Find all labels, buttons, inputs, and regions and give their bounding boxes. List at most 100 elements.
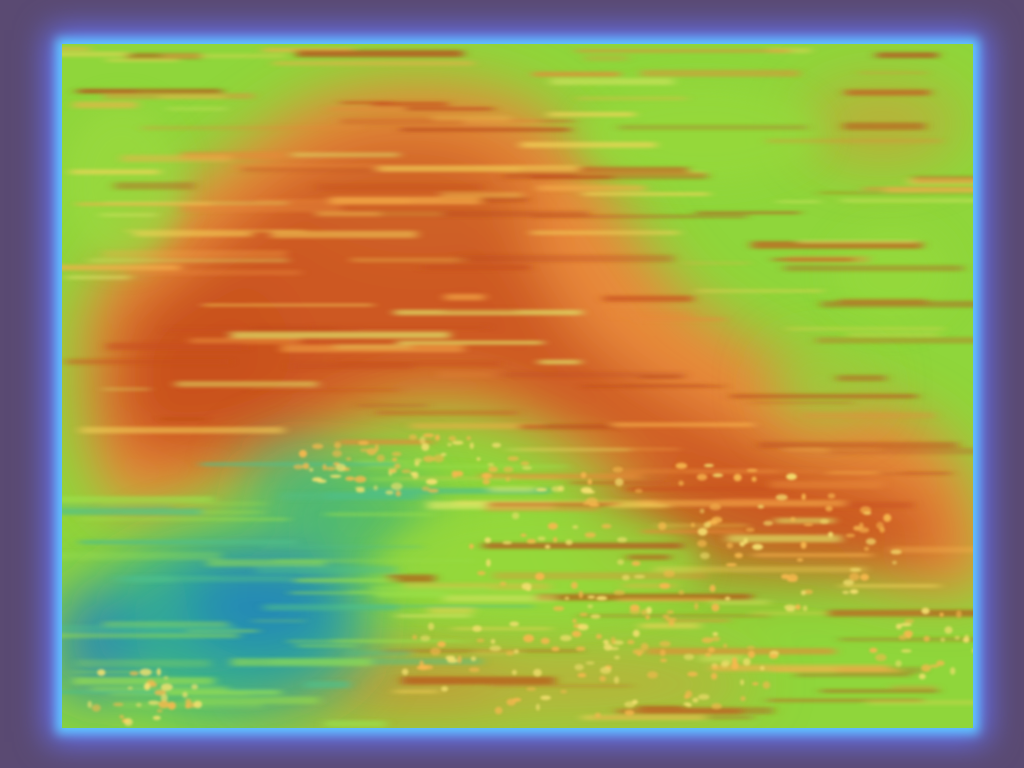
speckle bbox=[768, 653, 779, 659]
streak bbox=[474, 649, 521, 655]
streak bbox=[270, 658, 483, 665]
speckle bbox=[317, 479, 327, 484]
speckle bbox=[762, 681, 771, 689]
speckle bbox=[139, 668, 152, 676]
speckle bbox=[710, 672, 718, 680]
streak bbox=[482, 542, 683, 549]
streak bbox=[62, 47, 90, 51]
speckle bbox=[616, 537, 628, 543]
speckle bbox=[879, 526, 885, 533]
streak bbox=[230, 331, 450, 339]
speckle bbox=[646, 606, 652, 614]
speckle bbox=[329, 474, 342, 478]
speckle bbox=[971, 648, 973, 653]
speckle bbox=[801, 493, 806, 501]
streak bbox=[582, 715, 706, 720]
speckle bbox=[757, 504, 764, 509]
speckle bbox=[585, 661, 595, 665]
streak bbox=[369, 477, 514, 482]
speckle bbox=[544, 544, 551, 549]
streak bbox=[110, 692, 249, 696]
streak bbox=[441, 196, 528, 202]
streak bbox=[575, 49, 791, 53]
speckle bbox=[425, 478, 438, 485]
speckle bbox=[627, 639, 635, 645]
speckle bbox=[697, 539, 707, 548]
speckle bbox=[865, 538, 876, 545]
streak bbox=[74, 89, 137, 94]
streak bbox=[710, 599, 770, 605]
speckle bbox=[533, 668, 542, 677]
speckle bbox=[864, 546, 870, 551]
speckle bbox=[795, 604, 801, 610]
streak bbox=[452, 627, 552, 630]
speckle bbox=[564, 596, 570, 601]
speckle bbox=[895, 623, 902, 630]
streak bbox=[438, 370, 503, 378]
speckle bbox=[785, 608, 796, 612]
speckle bbox=[440, 452, 447, 457]
speckle bbox=[701, 637, 714, 644]
speckle bbox=[511, 669, 517, 676]
streak bbox=[828, 447, 973, 455]
speckle bbox=[612, 466, 624, 473]
speckle bbox=[590, 614, 601, 619]
streak bbox=[611, 422, 754, 427]
speckle bbox=[584, 532, 596, 538]
speckle bbox=[746, 468, 758, 472]
speckle bbox=[632, 649, 645, 655]
speckle bbox=[624, 709, 635, 716]
speckle bbox=[709, 503, 722, 511]
streak bbox=[175, 381, 318, 388]
speckle bbox=[787, 573, 798, 582]
speckle bbox=[152, 715, 161, 721]
speckle bbox=[491, 442, 502, 448]
speckle bbox=[721, 659, 731, 666]
speckle bbox=[551, 646, 560, 652]
speckle bbox=[557, 485, 565, 492]
streak bbox=[76, 659, 211, 668]
streak-texture bbox=[62, 47, 973, 728]
speckle bbox=[709, 584, 716, 593]
speckle bbox=[600, 666, 612, 674]
streak bbox=[189, 337, 301, 345]
streak bbox=[103, 387, 150, 391]
streak bbox=[172, 576, 220, 579]
speckle bbox=[697, 694, 710, 700]
speckle bbox=[476, 457, 481, 461]
streak bbox=[783, 265, 964, 272]
streak bbox=[770, 480, 884, 489]
streak bbox=[623, 583, 677, 589]
streak bbox=[241, 167, 372, 172]
speckle bbox=[800, 541, 807, 549]
speckle bbox=[536, 487, 548, 492]
speckle bbox=[537, 536, 546, 541]
streak bbox=[167, 106, 227, 111]
speckle bbox=[962, 637, 970, 643]
speckle bbox=[641, 609, 648, 616]
speckle bbox=[763, 520, 773, 526]
streak bbox=[71, 670, 162, 674]
streak bbox=[890, 685, 937, 690]
speckle bbox=[505, 477, 511, 482]
speckle bbox=[578, 590, 584, 599]
speckle bbox=[849, 589, 859, 594]
speckle bbox=[803, 523, 814, 527]
speckle bbox=[119, 715, 124, 719]
speckle bbox=[447, 443, 452, 447]
streak bbox=[231, 658, 373, 667]
streak bbox=[820, 689, 939, 693]
speckle bbox=[433, 454, 445, 463]
streak bbox=[79, 540, 297, 545]
speckle bbox=[143, 682, 151, 691]
streak bbox=[428, 607, 474, 614]
streak bbox=[520, 141, 657, 148]
speckle bbox=[923, 635, 930, 642]
speckle bbox=[466, 436, 472, 441]
speckle bbox=[678, 590, 685, 595]
speckle bbox=[124, 718, 133, 726]
streak bbox=[368, 464, 568, 469]
speckle bbox=[632, 629, 640, 638]
speckle bbox=[408, 434, 418, 440]
streak bbox=[76, 202, 212, 206]
